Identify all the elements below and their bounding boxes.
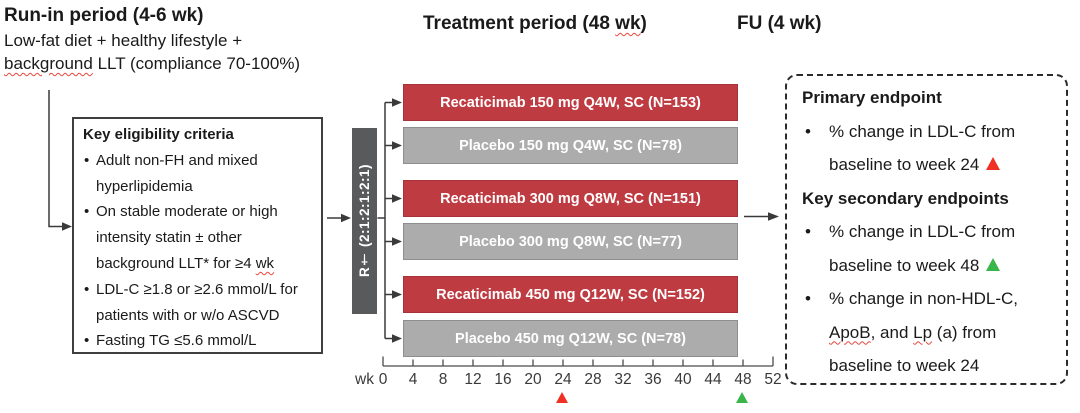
green-triangle-icon [986,257,1001,271]
eligibility-item: Adult non-FH and mixed hyperlipidemia [83,148,315,200]
week-tick-label: 0 [378,371,388,388]
primary-endpoint-title: Primary endpoint [802,88,942,107]
week-tick-label: 44 [704,371,722,388]
week24-red-triangle-icon [556,392,568,403]
randomization-ratio-label: R† (2:1:2:1:2:1) [357,164,372,278]
week-unit-label: wk [355,371,374,388]
followup-period-title: FU (4 wk) [737,13,822,34]
week-tick-label: 20 [524,371,542,388]
runin-period-description: Low-fat diet + healthy lifestyle + backg… [4,31,301,73]
week-axis-ruler [382,356,774,367]
week-tick-label: 36 [644,371,662,388]
week-tick-label: 28 [584,371,602,388]
endpoints-box: Primary endpoint % change in LDL-C from … [785,74,1068,385]
eligibility-criteria-title: Key eligibility criteria [83,126,234,143]
arm-bar-placebo-150-q4w: Placebo 150 mg Q4W, SC (N=78) [403,127,738,164]
secondary-endpoint-item: % change in non-HDL-C, ApoB, and Lp (a) … [802,282,1058,383]
red-triangle-icon [986,157,1001,170]
runin-arrow [48,90,63,228]
week48-green-triangle-icon [736,392,748,403]
week-tick-label: 32 [614,371,632,388]
eligibility-criteria-box: Key eligibility criteria Adult non-FH an… [72,117,323,354]
week-tick-label: 4 [408,371,418,388]
arm-bar-placebo-300-q8w: Placebo 300 mg Q8W, SC (N=77) [403,223,738,260]
eligibility-item: Fasting TG ≤5.6 mmol/L [83,328,315,354]
week-tick-label: 52 [764,371,782,388]
branch-arrowheads [392,98,402,343]
runin-period-title: Run-in period (4-6 wk) [4,5,204,26]
week-tick-label: 12 [464,371,482,388]
week-tick-label: 24 [554,371,572,388]
secondary-endpoint-item: % change in LDL-C from baseline to week … [802,215,1058,282]
arm-bar-recaticimab-300-q8w: Recaticimab 300 mg Q8W, SC (N=151) [403,180,738,217]
treatment-period-title: Treatment period (48 wk) [423,13,647,34]
eligibility-item: LDL-C ≥1.8 or ≥2.6 mmol/L for patients w… [83,277,315,329]
randomization-box: R† (2:1:2:1:2:1) [352,128,377,314]
week-tick-label: 48 [734,371,752,388]
randomization-branch [377,101,393,340]
week-tick-label: 40 [674,371,692,388]
arm-bar-placebo-450-q12w: Placebo 450 mg Q12W, SC (N=78) [403,320,738,357]
primary-endpoint-item: % change in LDL-C from baseline to week … [802,115,1058,182]
arm-bar-recaticimab-150-q4w: Recaticimab 150 mg Q4W, SC (N=153) [403,84,738,121]
eligibility-item: On stable moderate or high intensity sta… [83,199,315,276]
secondary-endpoints-title: Key secondary endpoints [802,188,1009,208]
eligibility-criteria-list: Adult non-FH and mixed hyperlipidemia On… [83,148,315,354]
week-tick-label: 8 [438,371,448,388]
arm-bar-recaticimab-450-q12w: Recaticimab 450 mg Q12W, SC (N=152) [403,276,738,313]
week-tick-label: 16 [494,371,512,388]
